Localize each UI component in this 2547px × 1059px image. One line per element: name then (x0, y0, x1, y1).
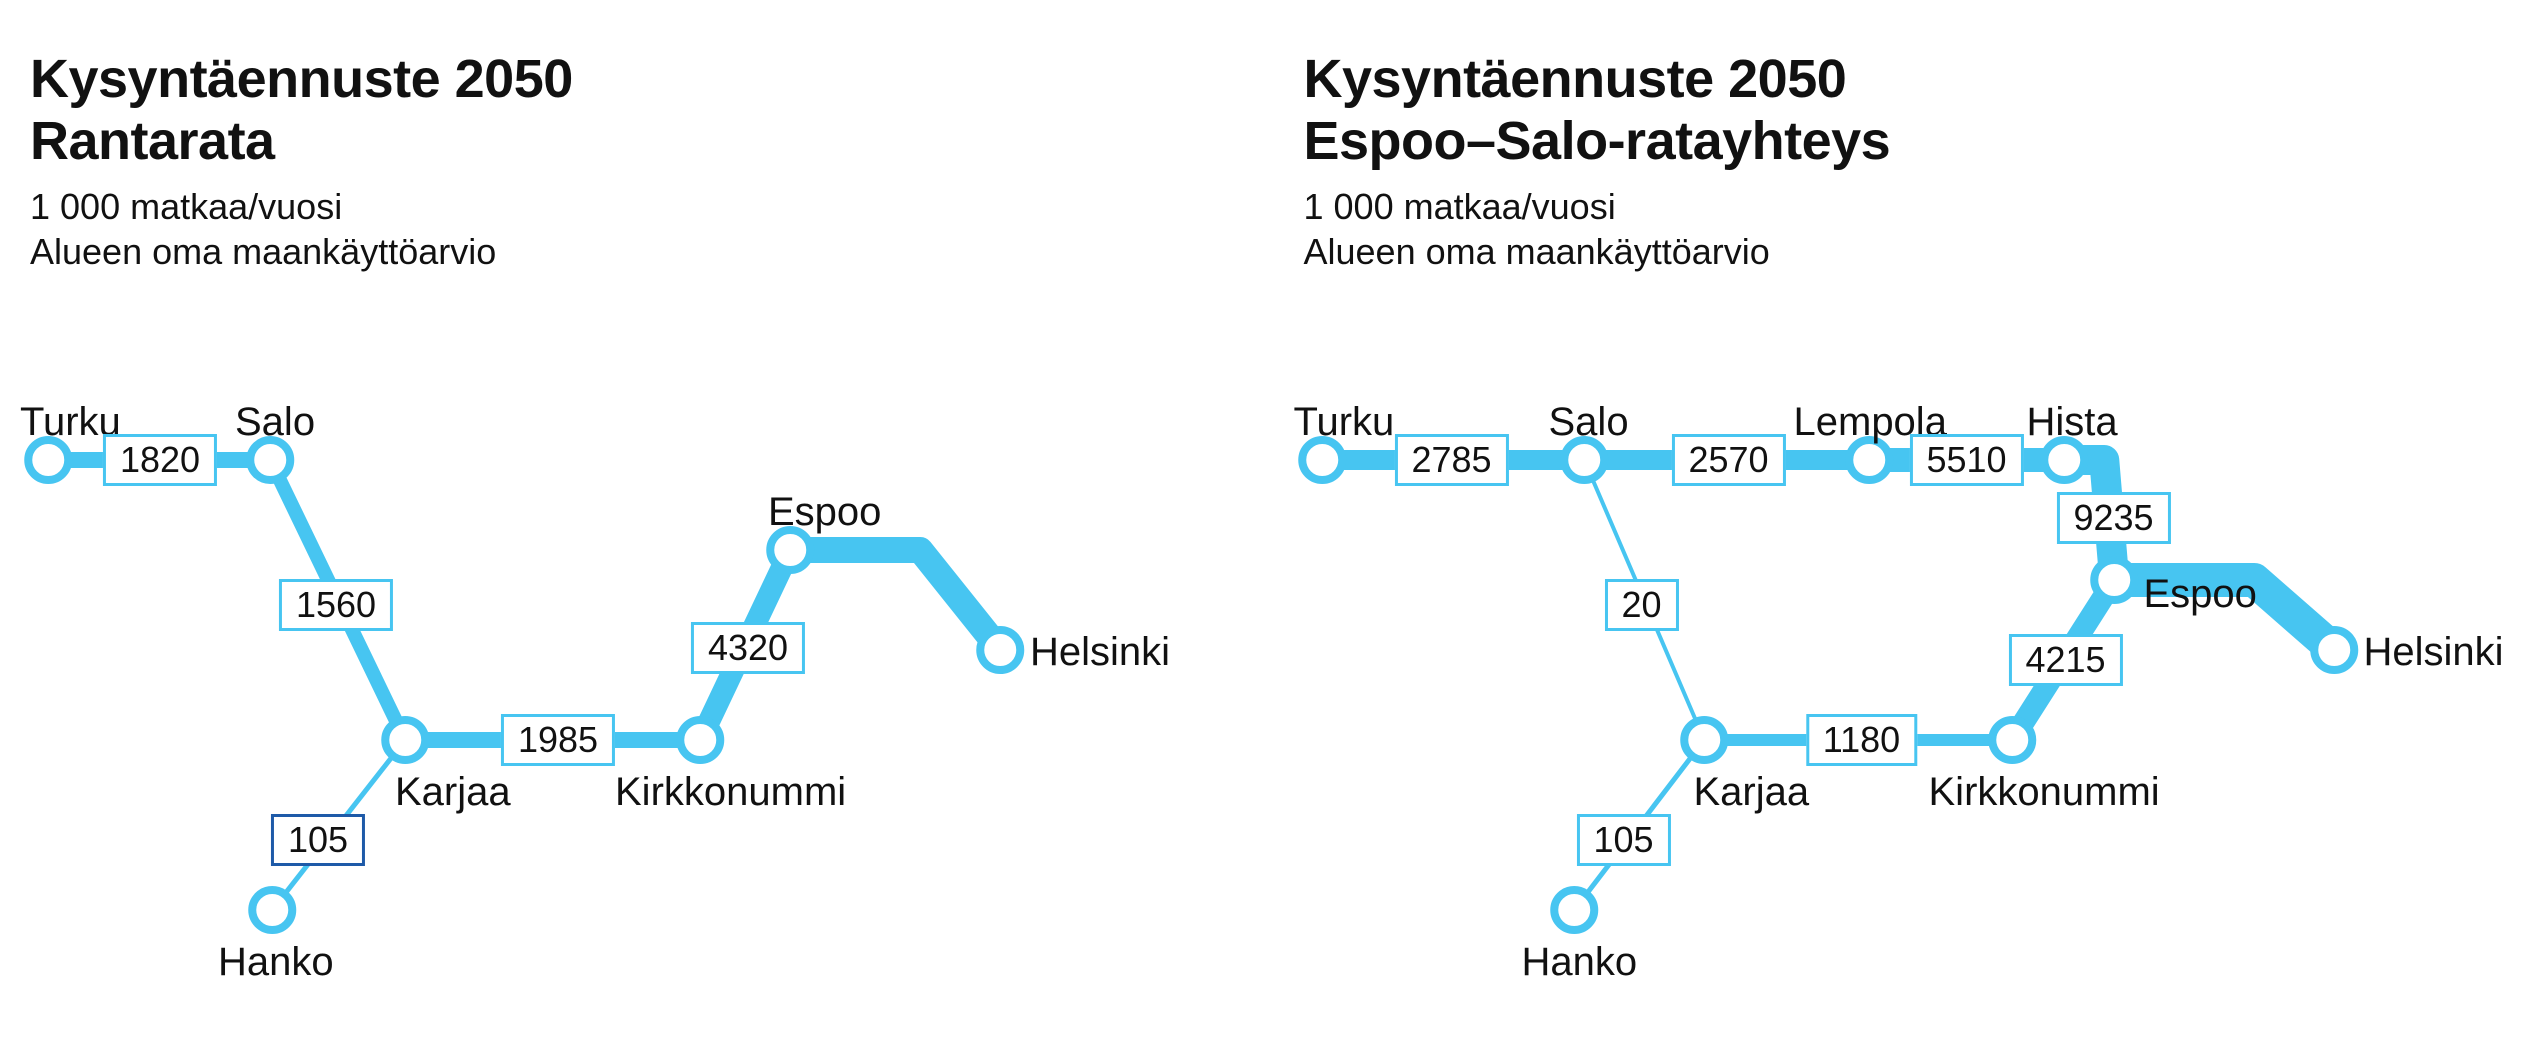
station-node-karjaa (1684, 720, 1724, 760)
station-node-salo (1564, 440, 1604, 480)
edge-value: 4320 (691, 622, 805, 674)
edge-value: 1180 (1806, 714, 1917, 766)
edge-value: 1985 (501, 714, 615, 766)
station-label-karjaa: Karjaa (395, 770, 511, 815)
station-node-lempola (1849, 440, 1889, 480)
station-label-kirkkonummi: Kirkkonummi (615, 770, 846, 815)
station-node-hanko (1554, 890, 1594, 930)
edge-value: 105 (1576, 814, 1670, 866)
network-svg (0, 0, 1274, 1059)
station-node-helsinki (980, 630, 1020, 670)
station-node-turku (28, 440, 68, 480)
station-label-hanko: Hanko (1522, 940, 1638, 985)
edge-value: 9235 (2056, 492, 2170, 544)
station-label-salo: Salo (1549, 400, 1629, 445)
page: Kysyntäennuste 2050 Rantarata 1 000 matk… (0, 0, 2547, 1059)
station-node-helsinki (2314, 630, 2354, 670)
edge-value: 2785 (1394, 434, 1508, 486)
edge (790, 550, 1000, 650)
station-node-espoo (770, 530, 810, 570)
station-label-espoo: Espoo (2144, 572, 2257, 617)
station-label-kirkkonummi: Kirkkonummi (1929, 770, 2160, 815)
station-label-helsinki: Helsinki (1030, 630, 1170, 675)
station-node-kirkkonummi (1992, 720, 2032, 760)
edge-value: 5510 (1909, 434, 2023, 486)
edge-value: 1820 (103, 434, 217, 486)
station-label-helsinki: Helsinki (2364, 630, 2504, 675)
station-node-hista (2044, 440, 2084, 480)
panel-espoo-salo: Kysyntäennuste 2050 Espoo–Salo-ratayhtey… (1274, 0, 2547, 1059)
panel-rantarata: Kysyntäennuste 2050 Rantarata 1 000 matk… (0, 0, 1274, 1059)
station-label-espoo: Espoo (768, 490, 881, 535)
edge-value: 2570 (1671, 434, 1785, 486)
station-label-hista: Hista (2027, 400, 2118, 445)
station-label-turku: Turku (1294, 400, 1395, 445)
station-label-hanko: Hanko (218, 940, 334, 985)
station-node-kirkkonummi (680, 720, 720, 760)
station-label-karjaa: Karjaa (1694, 770, 1810, 815)
station-label-salo: Salo (235, 400, 315, 445)
edge-value: 20 (1604, 579, 1678, 631)
station-node-karjaa (385, 720, 425, 760)
station-node-hanko (252, 890, 292, 930)
edge-value: 1560 (279, 579, 393, 631)
station-node-espoo (2094, 560, 2134, 600)
network-svg (1274, 0, 2547, 1059)
edge-value: 105 (271, 814, 365, 866)
station-node-turku (1302, 440, 1342, 480)
station-node-salo (250, 440, 290, 480)
edge-value: 4215 (2008, 634, 2122, 686)
